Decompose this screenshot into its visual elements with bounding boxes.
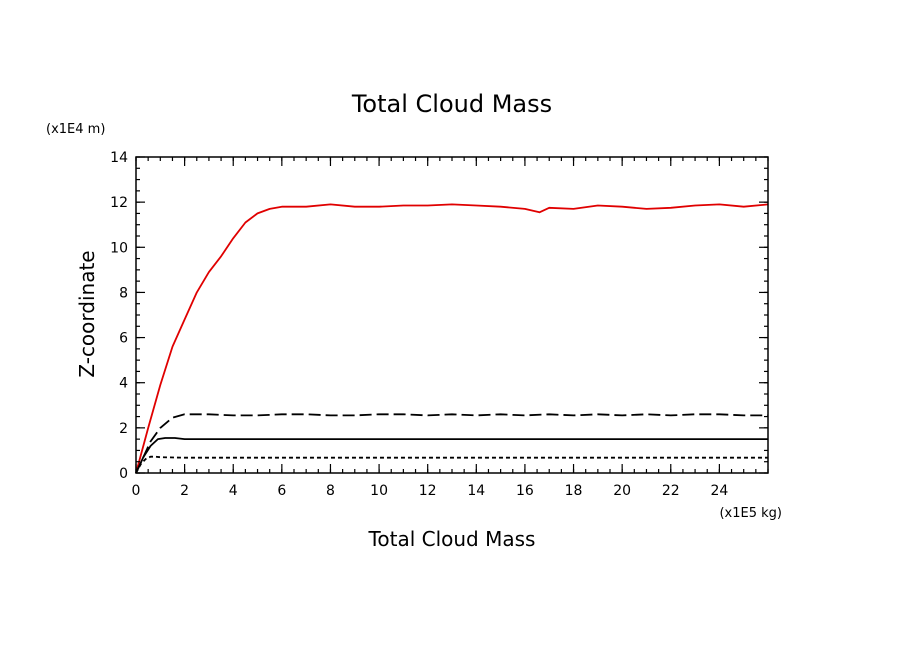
plot-frame (135, 156, 769, 474)
series-line-3 (135, 437, 768, 474)
x-axis-label: Total Cloud Mass (368, 527, 536, 551)
y-axis-label: Z-coordinate (75, 250, 99, 377)
x-tick-label: 18 (565, 483, 583, 499)
x-tick-label: 8 (326, 483, 335, 499)
y-tick-label: 2 (119, 421, 128, 437)
y-unit-label: (x1E4 m) (46, 122, 105, 137)
x-tick-label: 20 (613, 483, 631, 499)
y-tick-label: 0 (119, 466, 128, 482)
y-tick-label: 12 (110, 195, 128, 211)
series-line-2 (135, 413, 768, 474)
x-tick-label: 22 (662, 483, 680, 499)
x-tick-label: 10 (370, 483, 388, 499)
y-tick-label: 4 (119, 376, 128, 392)
series-line-4 (135, 455, 768, 474)
series-line-1 (135, 203, 769, 474)
y-tick-label: 10 (110, 240, 128, 256)
y-tick-label: 14 (110, 150, 128, 166)
x-tick-label: 14 (467, 483, 485, 499)
x-tick-label: 0 (132, 483, 141, 499)
x-tick-label: 2 (180, 483, 189, 499)
chart-title: Total Cloud Mass (351, 90, 552, 118)
x-tick-label: 24 (710, 483, 728, 499)
x-tick-label: 12 (419, 483, 437, 499)
x-unit-label: (x1E5 kg) (719, 506, 782, 521)
y-tick-label: 8 (119, 285, 128, 301)
x-tick-label: 16 (516, 483, 534, 499)
series-layer (135, 203, 769, 474)
x-tick-label: 4 (229, 483, 238, 499)
x-tick-label: 6 (277, 483, 286, 499)
y-tick-label: 6 (119, 331, 128, 347)
